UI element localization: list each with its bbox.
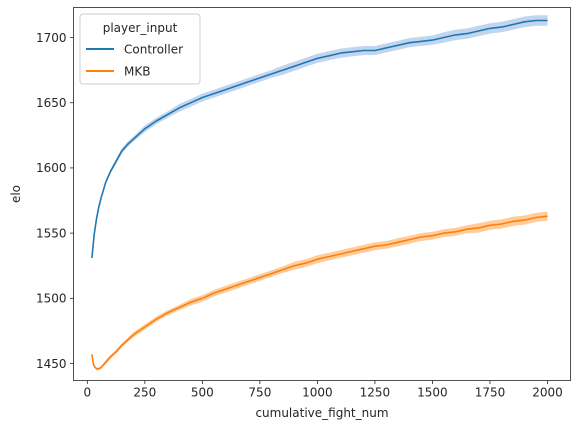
y-tick-label: 1650 (36, 96, 67, 110)
x-tick-label: 1000 (302, 386, 333, 400)
x-axis-ticks: 0 250 500 750 1000 1250 1500 1750 2000 (83, 381, 562, 400)
y-axis-label: elo (9, 185, 23, 203)
x-tick-label: 250 (133, 386, 156, 400)
x-tick-label: 750 (248, 386, 271, 400)
legend: player_input Controller MKB (80, 14, 200, 84)
x-axis-label: cumulative_fight_num (255, 406, 388, 420)
legend-label-controller: Controller (124, 43, 183, 57)
band-mkb (92, 212, 548, 371)
legend-label-mkb: MKB (124, 65, 150, 79)
legend-title: player_input (103, 21, 178, 35)
x-tick-label: 500 (191, 386, 214, 400)
x-tick-label: 1500 (417, 386, 448, 400)
y-tick-label: 1700 (36, 31, 67, 45)
y-axis-ticks: 1450 1500 1550 1600 1650 1700 (36, 31, 74, 371)
x-tick-label: 0 (83, 386, 91, 400)
y-tick-label: 1600 (36, 161, 67, 175)
series-line-mkb (92, 216, 548, 369)
x-tick-label: 1750 (475, 386, 506, 400)
y-tick-label: 1500 (36, 292, 67, 306)
x-tick-label: 1250 (360, 386, 391, 400)
x-tick-label: 2000 (532, 386, 563, 400)
y-tick-label: 1550 (36, 226, 67, 240)
y-tick-label: 1450 (36, 357, 67, 371)
